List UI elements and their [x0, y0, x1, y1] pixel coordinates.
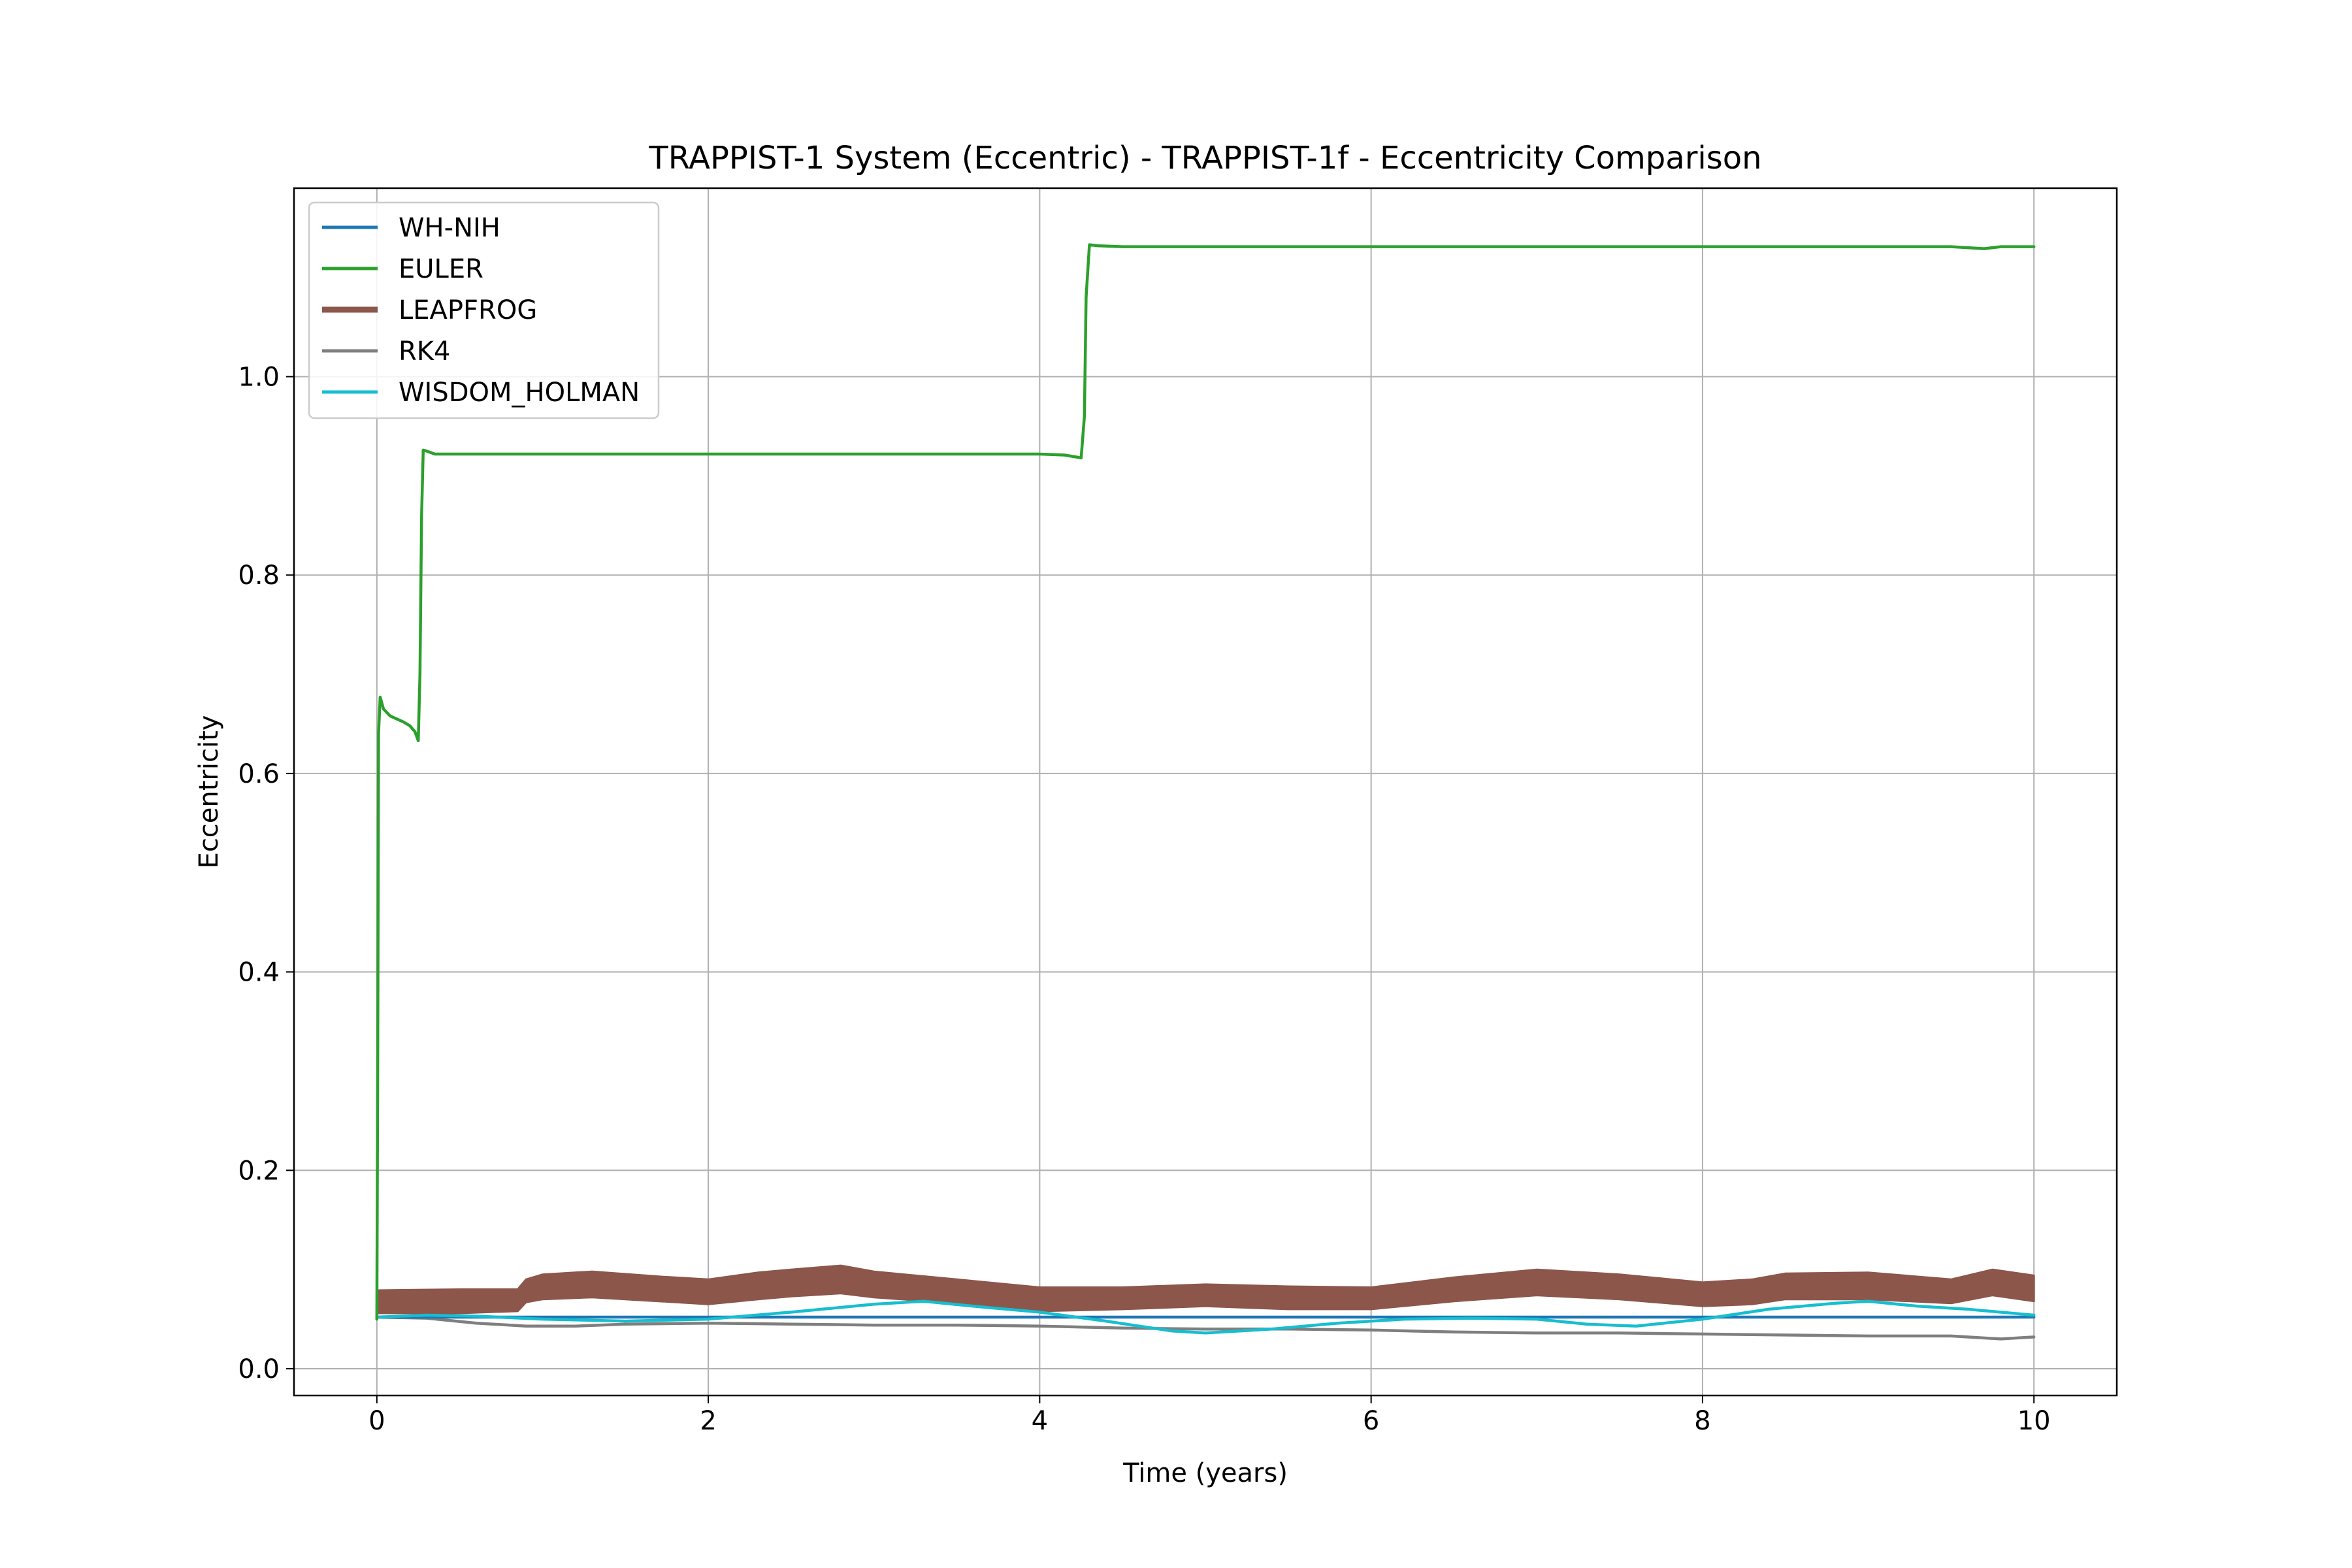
- series-wisdom-holman-line: [375, 1299, 2036, 1335]
- legend-label-leapfrog: LEAPFROG: [399, 295, 537, 325]
- x-tick-label: 4: [1032, 1406, 1048, 1436]
- axis-ticks: 0 2 4 6 8 10 0.0 0.2 0.4 0.6 0.8 1.0: [238, 363, 2050, 1436]
- y-tick-label: 0.0: [238, 1354, 280, 1384]
- grid-lines: [294, 188, 2117, 1396]
- series-leapfrog-band: [376, 1264, 2035, 1315]
- x-axis-label: Time (years): [1122, 1458, 1288, 1488]
- y-tick-label: 0.8: [238, 561, 280, 591]
- chart-title: TRAPPIST-1 System (Eccentric) - TRAPPIST…: [648, 140, 1761, 176]
- x-tick-label: 6: [1363, 1406, 1379, 1436]
- series-euler-line: [375, 243, 2036, 1321]
- plot-area-frame: [293, 187, 2118, 1397]
- legend-label-rk4: RK4: [399, 336, 450, 367]
- y-axis-label: Eccentricity: [194, 715, 224, 869]
- x-tick-label: 8: [1694, 1406, 1710, 1436]
- legend-label-wh-nih: WH-NIH: [399, 213, 500, 243]
- y-tick-label: 0.2: [238, 1156, 280, 1186]
- legend-box: [308, 201, 660, 419]
- y-tick-label: 1.0: [238, 363, 280, 393]
- legend: WH-NIH EULER LEAPFROG RK4 WISDOM_HOLMAN: [308, 201, 660, 419]
- y-tick-label: 0.6: [238, 759, 280, 789]
- y-tick-label: 0.4: [238, 958, 280, 988]
- x-tick-label: 2: [700, 1406, 716, 1436]
- plot-series: [375, 243, 2036, 1341]
- x-tick-label: 0: [368, 1406, 385, 1436]
- legend-label-wisdom-holman: WISDOM_HOLMAN: [399, 378, 640, 408]
- legend-label-euler: EULER: [399, 254, 483, 284]
- x-tick-label: 10: [2017, 1406, 2051, 1436]
